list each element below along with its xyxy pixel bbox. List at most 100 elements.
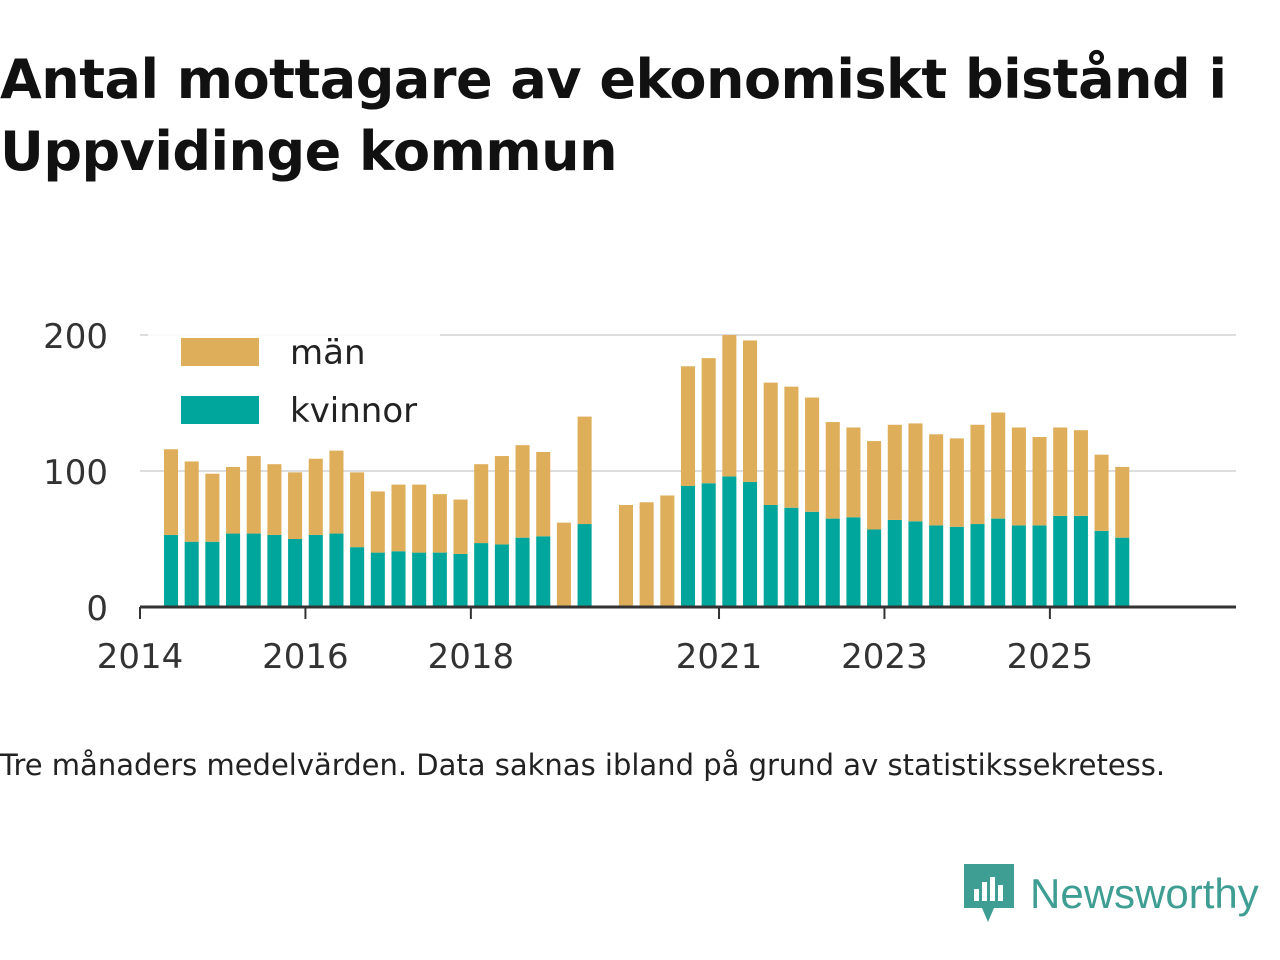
bar-män [412,484,427,553]
bar-män [163,449,179,535]
bar-kvinnor [370,552,385,607]
bar-män [205,473,220,542]
bar-män [639,502,654,607]
bar-kvinnor [577,524,592,607]
bar-kvinnor [412,552,427,607]
bar-män [391,484,406,552]
bar-kvinnor [515,537,530,607]
bar-kvinnor [887,519,902,607]
bar-kvinnor [184,541,199,607]
bar-kvinnor [1032,525,1047,607]
bar-kvinnor [1011,525,1026,607]
bar-kvinnor [536,536,551,607]
bar-kvinnor [701,483,716,607]
bar-kvinnor [763,505,778,607]
bar-kvinnor [784,507,799,607]
bar-kvinnor [329,533,344,607]
bar-män [1094,454,1109,531]
legend-swatch-män [181,338,259,366]
bar-kvinnor [163,534,179,607]
bar-män [929,434,944,526]
bar-män [474,464,489,544]
bar-män [805,397,820,512]
bar-män [846,427,861,518]
bar-kvinnor [991,518,1006,607]
bar-män [556,522,571,607]
bar-män [743,340,758,482]
bar-män [970,424,985,525]
bar-män [226,466,241,534]
bar-män [246,456,261,534]
bar-män [308,458,323,535]
bar-kvinnor [846,517,861,607]
bar-män [825,422,840,519]
bar-kvinnor [474,543,489,607]
y-tick-label: 100 [43,453,108,493]
legend-swatch-kvinnor [181,396,259,424]
brand-logo: Newsworthy [964,864,1259,924]
bar-män [722,335,737,477]
y-tick-label: 200 [43,317,108,357]
bar-män [867,441,882,530]
bar-kvinnor [743,481,758,607]
bar-män [763,382,778,505]
bar-män [1011,427,1026,526]
bar-kvinnor [680,485,696,607]
bar-män [887,424,902,520]
bar-kvinnor [867,529,882,607]
bar-kvinnor [226,533,241,607]
x-tick-label: 2014 [97,637,184,677]
bar-kvinnor [1053,515,1068,607]
bar-män [701,358,716,484]
bar-män [1053,427,1068,516]
bar-kvinnor [722,476,737,607]
bar-män [184,461,199,542]
chart-title: Antal mottagare av ekonomiskt bistånd i … [0,48,1227,183]
bar-män [660,495,675,607]
bar-män [329,450,344,534]
bar-män [453,499,468,554]
bar-män [680,366,696,486]
bar-kvinnor [949,526,964,607]
y-tick-label: 0 [86,589,108,629]
bar-män [784,386,799,508]
bar-män [515,445,530,538]
legend-label-män: män [290,333,366,373]
bar-män [432,494,447,553]
bar-kvinnor [929,525,944,607]
bar-kvinnor [267,534,282,607]
bar-män [267,464,282,535]
bar-kvinnor [494,544,509,607]
bar-män [1032,437,1047,526]
chart-caption: Tre månaders medelvärden. Data saknas ib… [0,748,1166,782]
bar-kvinnor [1115,537,1130,607]
chart: 0 100 200 2014 2016 2018 2021 2023 2025 män kvinno… [43,317,1236,677]
bar-män [618,505,633,607]
bar-kvinnor [453,553,468,607]
bar-kvinnor [1094,530,1109,607]
brand-name: Newsworthy [1030,870,1259,917]
bar-kvinnor [350,547,365,607]
bar-män [370,491,385,553]
newsworthy-logo-icon [964,864,1014,922]
bar-män [1115,466,1130,538]
bar-kvinnor [246,533,261,607]
bar-män [536,451,551,537]
bar-kvinnor [805,511,820,607]
bar-kvinnor [970,524,985,607]
x-tick-label: 2021 [676,637,763,677]
x-tick-label: 2025 [1007,637,1094,677]
bar-kvinnor [825,518,840,607]
bar-kvinnor [1073,515,1088,607]
bar-män [949,438,964,527]
bar-kvinnor [908,521,923,607]
bar-kvinnor [432,552,447,607]
bar-kvinnor [205,541,220,607]
bar-män [908,423,923,522]
bar-män [494,456,509,545]
bar-män [991,412,1006,519]
legend-label-kvinnor: kvinnor [290,391,417,431]
bar-kvinnor [308,534,323,607]
bar-män [288,472,303,539]
bar-män [350,472,365,548]
